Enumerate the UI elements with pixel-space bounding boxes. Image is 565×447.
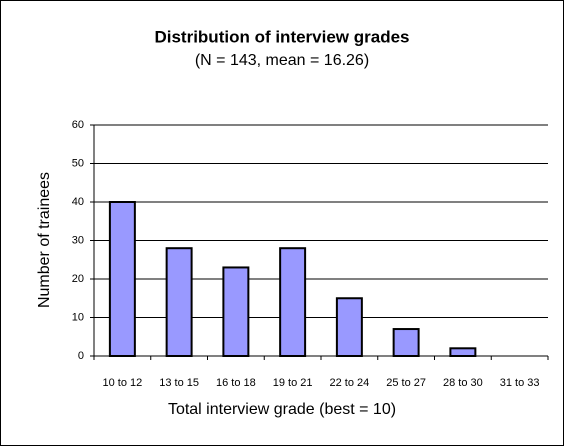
y-axis-label: Number of trainees [36, 172, 53, 308]
y-tick-label: 10 [72, 311, 84, 323]
chart-title: Distribution of interview grades [154, 27, 409, 46]
bar [279, 247, 307, 357]
y-tick-label: 20 [72, 273, 84, 285]
y-tick-label: 40 [72, 196, 84, 208]
y-tick-label: 0 [78, 350, 84, 362]
x-tick-label: 25 to 27 [386, 377, 426, 389]
chart-subtitle: (N = 143, mean = 16.26) [195, 52, 369, 69]
x-tick-label: 13 to 15 [159, 377, 199, 389]
y-tick-label: 50 [72, 157, 84, 169]
x-tick-label: 10 to 12 [102, 377, 142, 389]
bar [108, 201, 136, 357]
bar [392, 328, 420, 357]
x-axis-label: Total interview grade (best = 10) [168, 401, 396, 418]
x-tick-label: 22 to 24 [329, 377, 369, 389]
x-tick-label: 28 to 30 [443, 377, 483, 389]
y-tick-label: 30 [72, 234, 84, 246]
bar [335, 297, 363, 357]
x-tick-label: 31 to 33 [500, 377, 540, 389]
x-tick-label: 16 to 18 [216, 377, 256, 389]
x-tick-label: 19 to 21 [273, 377, 313, 389]
bar [222, 266, 250, 358]
y-tick-label: 60 [72, 119, 84, 131]
bar [165, 247, 193, 357]
bar [449, 347, 477, 357]
